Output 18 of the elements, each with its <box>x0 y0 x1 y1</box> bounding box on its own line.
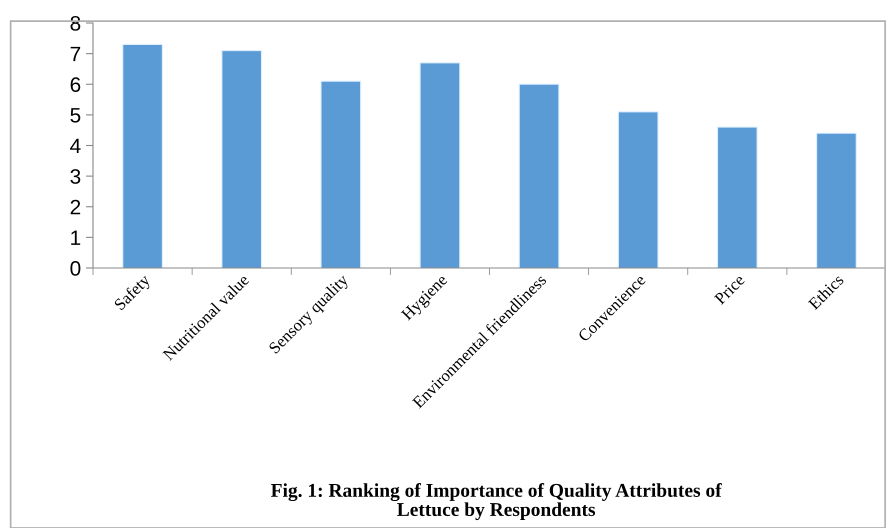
text: Fig. 1: Ranking of Importance of Quality Attributes of Lettuce by Respondents <box>271 483 722 520</box>
y-tick-label: 1 <box>71 230 80 245</box>
y-tick-label: 4 <box>70 138 81 154</box>
x-tick-label: Price <box>714 274 746 306</box>
bar <box>518 84 560 268</box>
bar <box>618 111 659 268</box>
y-tick-label: 6 <box>70 77 80 92</box>
bar <box>122 44 163 268</box>
y-tick-label: 0 <box>70 261 80 276</box>
y-tick-label: 3 <box>70 169 80 184</box>
bar <box>221 50 262 268</box>
bar <box>716 126 758 268</box>
bar <box>420 62 460 268</box>
y-tick-label: 7 <box>70 46 80 62</box>
y-tick-label: 5 <box>70 108 80 123</box>
y-tick-label: 2 <box>70 200 80 214</box>
bar <box>320 80 362 268</box>
bar <box>816 132 857 268</box>
